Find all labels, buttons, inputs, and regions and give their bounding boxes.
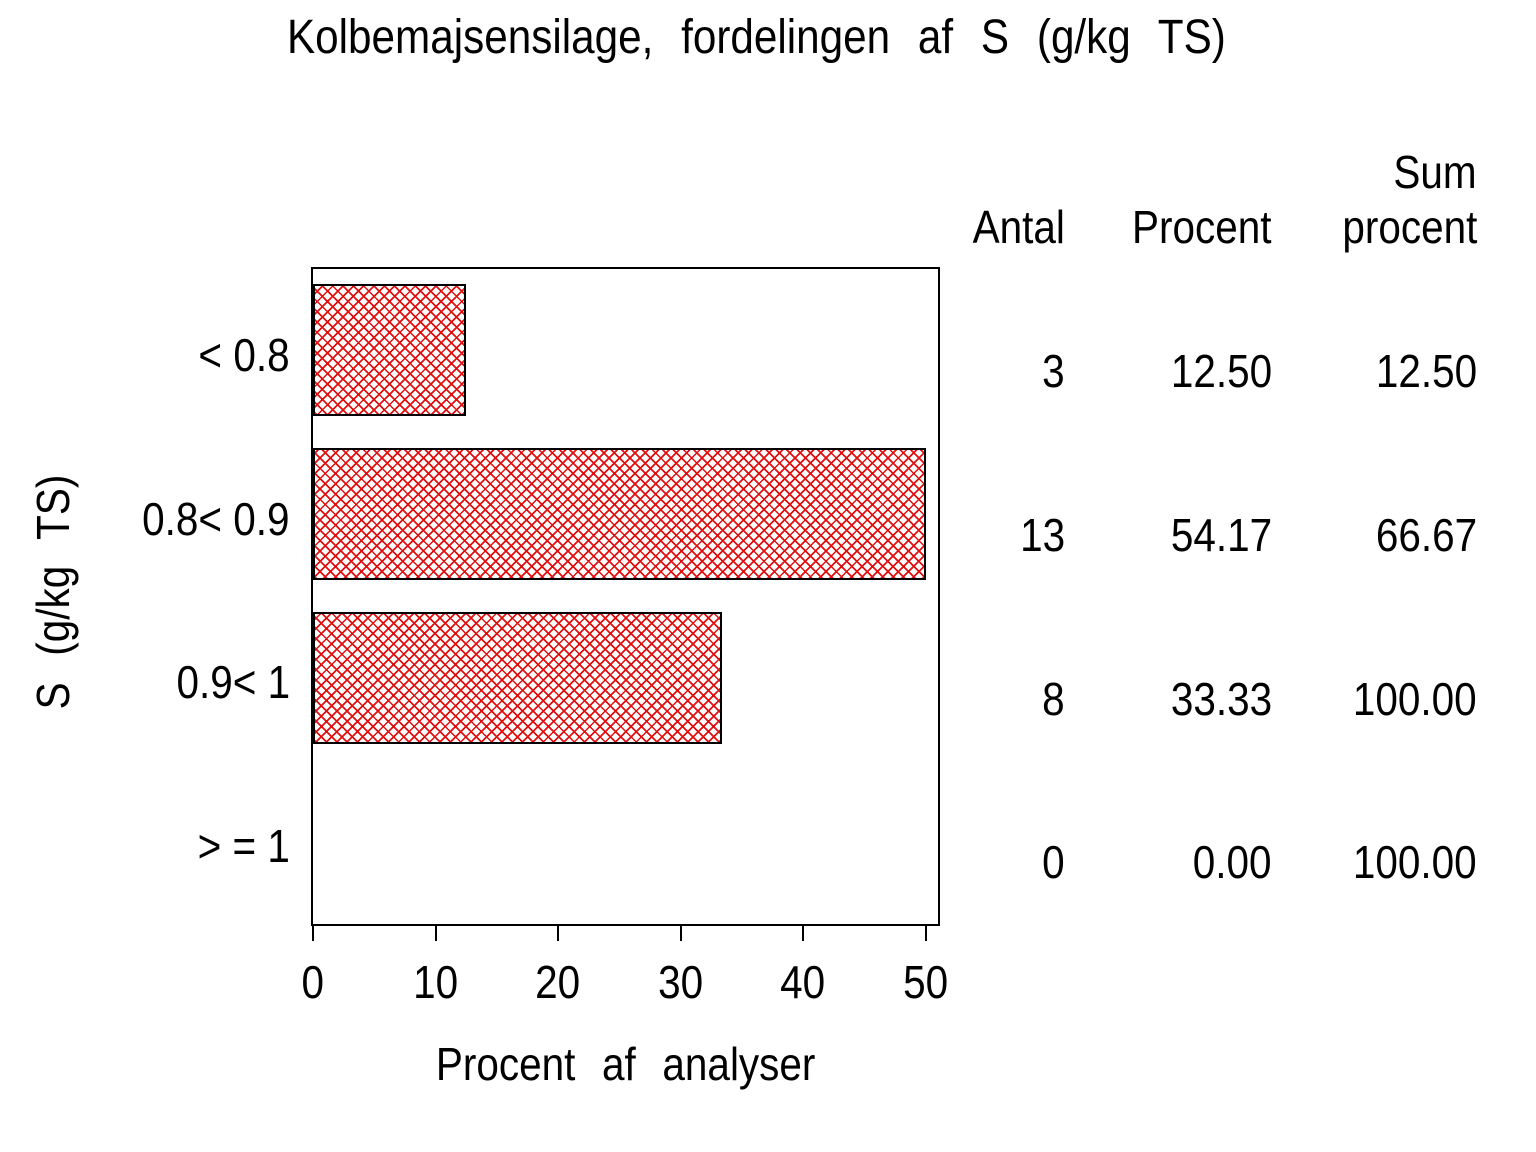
plot-area xyxy=(311,267,940,926)
bar-2 xyxy=(313,612,722,744)
category-label-2: 0.9< 1 xyxy=(176,656,290,708)
y-axis-title: S (g/kg TS) xyxy=(27,416,79,768)
category-label-0: < 0.8 xyxy=(198,329,290,381)
x-axis-title: Procent af analyser xyxy=(313,1041,938,1087)
x-tick-label-30: 30 xyxy=(658,956,704,1008)
bar-0 xyxy=(313,284,466,416)
x-tick-mark-0 xyxy=(312,926,314,941)
table-cell-sum-procent-row1: 66.67 xyxy=(1375,509,1477,561)
chart-title: Kolbemajsensilage, fordelingen af S (g/k… xyxy=(0,14,1512,62)
table-cell-procent-row2: 33.33 xyxy=(1170,673,1272,725)
x-tick-label-0: 0 xyxy=(301,956,325,1008)
table-header-sum-line1: Sum xyxy=(1393,146,1477,198)
table-cell-antal-row1: 13 xyxy=(1019,509,1065,561)
category-label-3: > = 1 xyxy=(197,820,290,872)
table-cell-sum-procent-row2: 100.00 xyxy=(1353,673,1477,725)
table-header-sum-line2: procent xyxy=(1341,201,1477,253)
table-header-procent: Procent xyxy=(1132,201,1272,253)
x-axis-title-text: Procent af analyser xyxy=(435,1038,816,1090)
table-header-antal: Antal xyxy=(972,201,1065,253)
bar-1 xyxy=(313,448,926,580)
table-cell-procent-row3: 0.00 xyxy=(1193,836,1272,888)
table-cell-sum-procent-row3: 100.00 xyxy=(1353,836,1477,888)
table-cell-procent-row0: 12.50 xyxy=(1170,345,1272,397)
table-cell-antal-row2: 8 xyxy=(1042,673,1065,725)
table-cell-procent-row1: 54.17 xyxy=(1170,509,1272,561)
x-tick-mark-20 xyxy=(557,926,559,941)
table-cell-sum-procent-row0: 12.50 xyxy=(1375,345,1477,397)
x-tick-label-20: 20 xyxy=(535,956,581,1008)
category-label-1: 0.8< 0.9 xyxy=(142,493,290,545)
table-cell-antal-row3: 0 xyxy=(1042,836,1065,888)
x-tick-label-40: 40 xyxy=(780,956,826,1008)
x-tick-label-10: 10 xyxy=(413,956,459,1008)
x-tick-mark-30 xyxy=(680,926,682,941)
table-cell-antal-row0: 3 xyxy=(1042,345,1065,397)
x-tick-mark-50 xyxy=(925,926,927,941)
x-tick-label-50: 50 xyxy=(903,956,949,1008)
x-tick-mark-40 xyxy=(802,926,804,941)
x-tick-mark-10 xyxy=(435,926,437,941)
chart-title-text: Kolbemajsensilage, fordelingen af S (g/k… xyxy=(286,11,1226,64)
